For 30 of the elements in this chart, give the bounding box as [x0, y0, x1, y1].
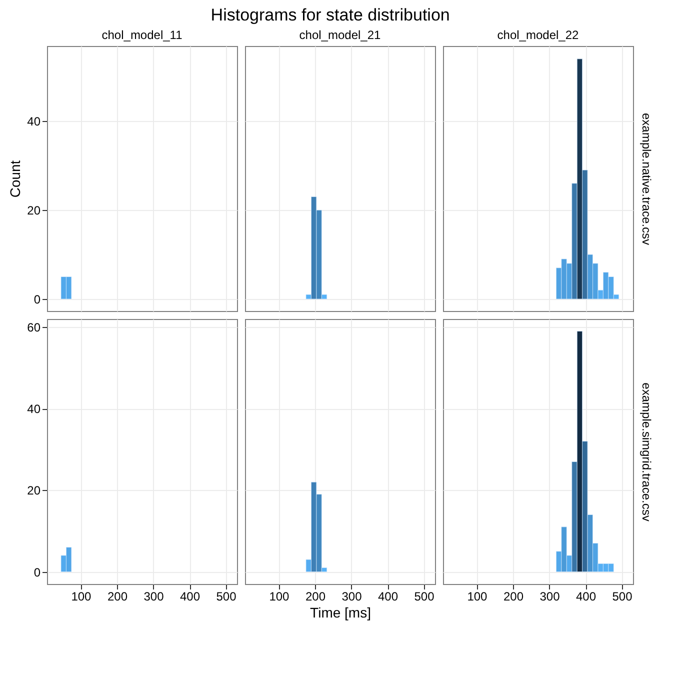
x-tick-label: 300 [540, 590, 560, 604]
x-tick-label: 400 [180, 590, 200, 604]
x-tick-label: 300 [144, 590, 164, 604]
chart-title: chol_model_21 [299, 28, 382, 42]
x-tick-label: 100 [71, 590, 92, 604]
y-tick-label: 20 [27, 204, 41, 218]
x-tick-label: 500 [216, 590, 237, 604]
chart-title: chol_model_11 [102, 28, 183, 42]
y-tick-label: 60 [27, 320, 41, 335]
y-tick-label: 0 [34, 292, 41, 306]
chart-title: chol_model_22 [497, 28, 580, 42]
y2-axis-title: example.simgrid.trace.csv [640, 382, 654, 522]
x-axis-title: Time [ms] [310, 604, 371, 620]
x-tick-label: 200 [305, 590, 326, 604]
y-tick-label: 40 [27, 402, 41, 416]
y-tick-label: 40 [27, 114, 41, 129]
x-tick-label: 400 [378, 590, 398, 604]
text: Histograms for state distribution [210, 6, 450, 24]
y2-axis-title: example.native.trace.csv [640, 112, 654, 246]
x-tick-label: 400 [576, 590, 596, 604]
x-tick-label: 200 [503, 590, 524, 604]
x-tick-label: 500 [612, 590, 633, 604]
x-tick-label: 100 [269, 590, 290, 604]
x-tick-label: 500 [414, 590, 435, 604]
y-tick-label: 20 [27, 484, 41, 498]
x-tick-label: 100 [467, 590, 488, 604]
y-axis-title: Count [7, 160, 24, 198]
x-tick-label: 200 [107, 590, 128, 604]
y-tick-label: 0 [34, 565, 41, 580]
x-tick-label: 300 [342, 590, 362, 604]
